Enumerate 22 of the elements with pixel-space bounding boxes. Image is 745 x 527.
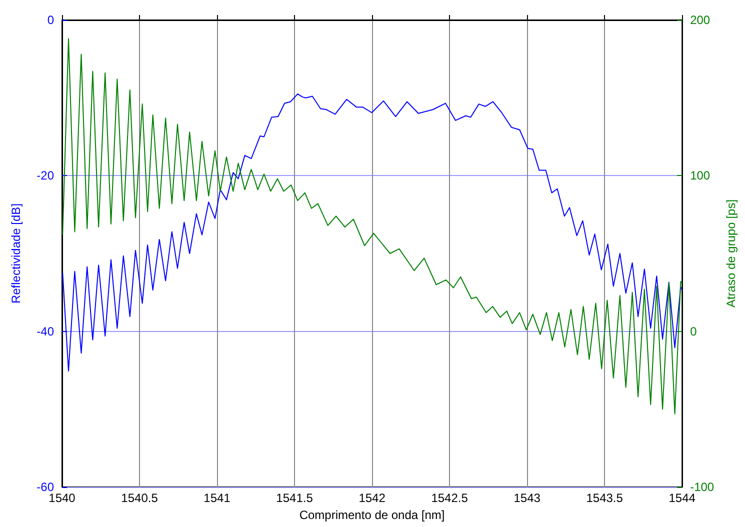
x-tick-label: 1543.5 [586,491,624,505]
y2-tick-label: 200 [690,13,710,27]
x-axis-title: Comprimento de onda [nm] [299,508,445,522]
x-tick-label: 1541 [204,491,231,505]
y-tick-label: 0 [47,13,54,27]
x-tick-label: 1542 [358,491,386,505]
line-series [62,93,683,372]
y2-tick-label: -100 [690,480,714,494]
y-tick-label: -60 [36,480,54,494]
y-tick-label: -40 [36,324,54,338]
y-axis-title: Reflectividade [dB] [9,203,23,304]
x-tick-label: 1543 [514,491,541,505]
y2-tick-label: 0 [690,324,698,338]
y2-axis-title: Atraso de grupo [ps] [724,199,738,308]
x-tick-label: 1544 [668,491,696,505]
x-tick-label: 1542.5 [431,491,468,505]
x-tick-label: 1541.5 [276,491,314,505]
x-tick-label: 1540.5 [121,491,158,505]
y2-tick-label: 100 [690,168,710,183]
y-tick-label: -20 [36,168,54,183]
x-tick-label: 1540 [48,491,76,505]
line-series [62,38,683,414]
